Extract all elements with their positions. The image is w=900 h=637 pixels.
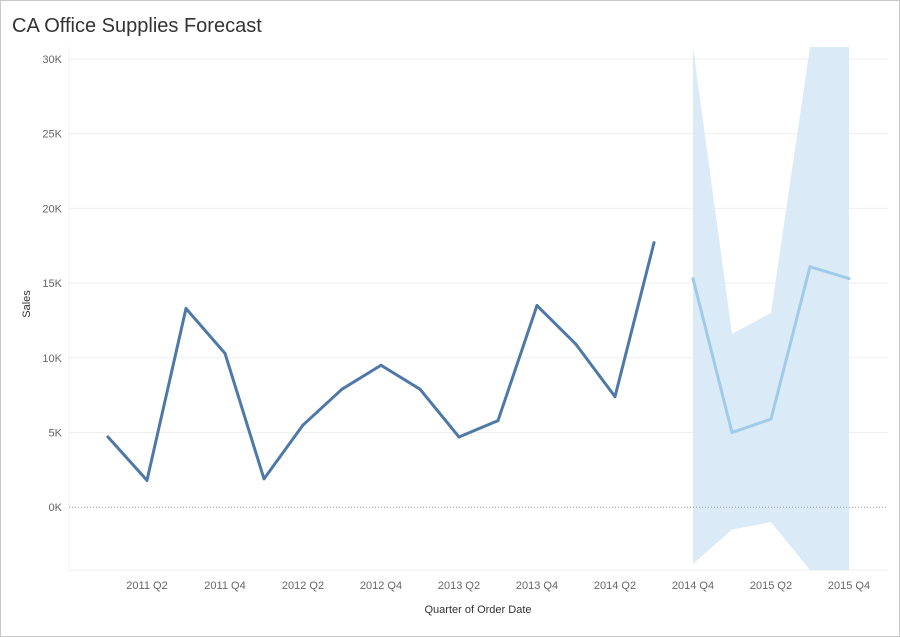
x-tick-label-5: 2013 Q4 (516, 580, 558, 592)
data-point-actual-6 (340, 387, 344, 391)
y-tick-label-4: 20K (42, 203, 62, 215)
x-axis-ticks: 2011 Q2 2011 Q4 2012 Q2 2012 Q4 2013 Q2 2013 … (126, 580, 870, 592)
x-tick-label-6: 2014 Q2 (594, 580, 636, 592)
x-tick-label-7: 2014 Q4 (672, 580, 714, 592)
x-axis-title: Quarter of Order Date (425, 604, 532, 616)
y-tick-label-1: 5K (49, 428, 63, 440)
data-point-actual-13 (613, 395, 617, 399)
data-point-actual-2 (184, 307, 188, 310)
chart-title: CA Office Supplies Forecast (12, 15, 262, 37)
data-point-actual-7 (379, 363, 383, 367)
x-tick-label-8: 2015 Q2 (750, 580, 792, 592)
data-point-actual-5 (301, 423, 305, 427)
data-point-forecast-1 (730, 431, 734, 435)
gridlines (68, 47, 888, 571)
y-tick-label-5: 25K (42, 129, 62, 141)
y-axis-title: Sales (21, 290, 33, 318)
data-point-forecast-3 (808, 265, 812, 269)
x-tick-label-3: 2012 Q4 (360, 580, 402, 592)
prediction-band-layer (693, 47, 849, 570)
data-point-actual-0 (106, 435, 110, 439)
y-tick-label-3: 15K (42, 278, 62, 290)
data-point-actual-12 (574, 342, 578, 346)
series-line-actual (106, 241, 656, 482)
data-point-actual-9 (457, 435, 461, 439)
data-point-forecast-4 (847, 277, 851, 281)
data-point-actual-10 (496, 419, 500, 423)
x-tick-label-0: 2011 Q2 (126, 580, 167, 592)
data-point-forecast-0 (691, 277, 695, 281)
y-tick-label-2: 10K (42, 353, 62, 365)
data-point-forecast-2 (769, 417, 773, 421)
x-tick-label-2: 2012 Q2 (282, 580, 324, 592)
data-point-actual-11 (535, 304, 539, 308)
prediction-band (693, 47, 849, 570)
data-point-actual-14 (652, 241, 656, 245)
data-point-actual-8 (418, 387, 422, 391)
data-point-actual-1 (145, 478, 149, 482)
x-tick-label-9: 2015 Q4 (828, 580, 870, 592)
data-point-actual-3 (223, 351, 227, 355)
data-point-actual-4 (262, 477, 266, 481)
y-axis-ticks: 0K 5K 10K 15K 20K 25K 30K (42, 54, 62, 514)
y-tick-label-6: 30K (42, 54, 62, 66)
x-tick-label-4: 2013 Q2 (438, 580, 480, 592)
x-tick-label-1: 2011 Q4 (204, 580, 245, 592)
series-layer (106, 241, 851, 482)
y-tick-label-0: 0K (49, 502, 63, 514)
